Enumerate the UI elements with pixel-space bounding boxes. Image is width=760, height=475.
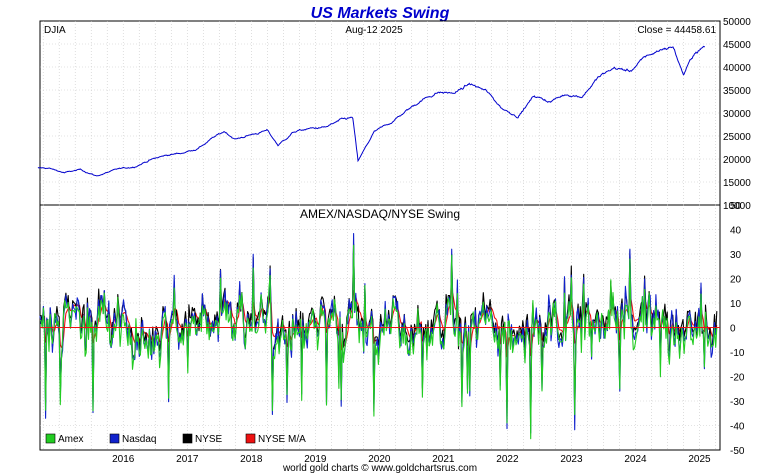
legend-swatch (109, 433, 120, 444)
footer-credit: world gold charts © www.goldchartsrus.co… (282, 463, 477, 474)
y-tick-label: 45000 (723, 40, 751, 51)
swing-line-amex (39, 244, 718, 440)
x-tick-label: 2018 (240, 454, 263, 465)
y-tick-label: 15000 (723, 178, 751, 189)
x-tick-label: 2024 (624, 454, 647, 465)
y-tick-label: 40 (730, 226, 742, 237)
close-label: Close = 44458.61 (637, 25, 716, 36)
y-tick-label: 50000 (723, 17, 751, 28)
y-tick-label: 50 (730, 201, 742, 212)
legend: Amex Nasdaq NYSE NYSE M/A (45, 433, 306, 445)
swing-title: AMEX/NASDAQ/NYSE Swing (300, 207, 460, 221)
top-y-axis: 10000 15000 20000 25000 30000 35000 40000 45000… (723, 17, 751, 212)
y-tick-label: -10 (730, 348, 745, 359)
x-tick-label: 2016 (112, 454, 135, 465)
legend-label: Nasdaq (122, 434, 156, 445)
x-tick-label: 2025 (688, 454, 711, 465)
chart-title: US Markets Swing (311, 5, 450, 22)
bottom-gridlines (40, 205, 720, 450)
x-axis: 2016 2017 2018 2019 2020 2021 2022 2023 2024 2025 (112, 454, 711, 465)
date-label: Aug-12 2025 (345, 25, 403, 36)
legend-swatch (45, 433, 56, 444)
y-tick-label: 10 (730, 299, 742, 310)
y-tick-label: 25000 (723, 132, 751, 143)
y-tick-label: 35000 (723, 86, 751, 97)
y-tick-label: -50 (730, 446, 745, 457)
x-tick-label: 2017 (176, 454, 199, 465)
legend-label: Amex (58, 434, 84, 445)
y-tick-label: 20000 (723, 155, 751, 166)
legend-label: NYSE (195, 434, 223, 445)
bottom-y-axis: -50 -40 -30 -20 -10 0 10 20 30 40 50 (730, 201, 745, 457)
legend-swatch (245, 433, 256, 444)
y-tick-label: 30 (730, 250, 742, 261)
djia-series (37, 45, 705, 177)
x-tick-label: 2022 (496, 454, 519, 465)
x-tick-label: 2023 (560, 454, 583, 465)
djia-line (37, 45, 705, 177)
x-tick-label: 2020 (368, 454, 391, 465)
y-tick-label: -40 (730, 422, 745, 433)
index-label: DJIA (44, 25, 66, 36)
y-tick-label: 20 (730, 275, 742, 286)
y-tick-label: -20 (730, 373, 745, 384)
legend-label: NYSE M/A (258, 434, 306, 445)
top-gridlines (40, 21, 720, 205)
y-tick-label: 30000 (723, 109, 751, 120)
x-tick-label: 2019 (304, 454, 327, 465)
y-tick-label: -30 (730, 397, 745, 408)
y-tick-label: 40000 (723, 63, 751, 74)
x-tick-label: 2021 (432, 454, 455, 465)
legend-swatch (182, 433, 193, 444)
y-tick-label: 0 (730, 324, 736, 335)
y-tick-label: 10000 (723, 201, 751, 212)
swing-series (39, 233, 720, 440)
